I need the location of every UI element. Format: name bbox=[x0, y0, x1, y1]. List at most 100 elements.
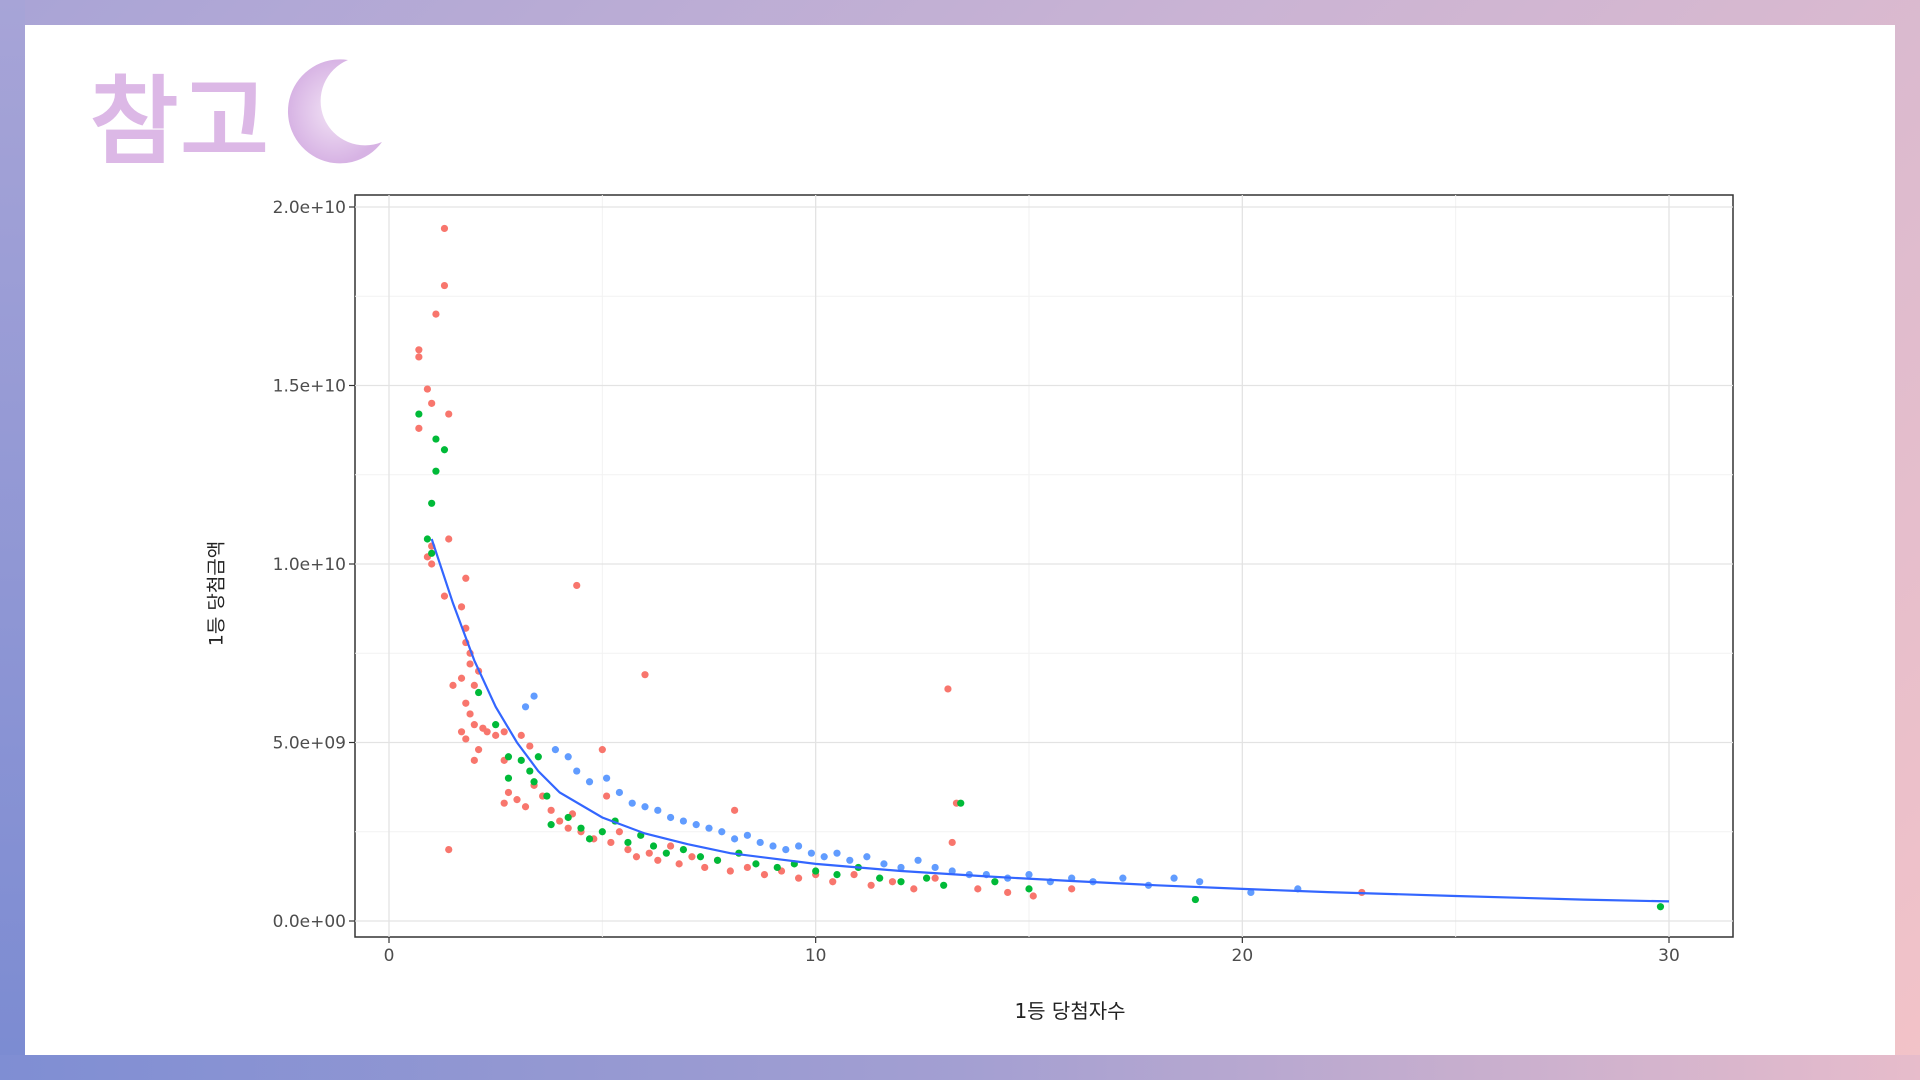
data-point bbox=[991, 878, 999, 886]
data-point bbox=[1029, 892, 1037, 900]
data-point bbox=[654, 806, 662, 814]
data-point bbox=[445, 410, 453, 418]
data-point bbox=[679, 846, 688, 854]
data-point bbox=[457, 603, 466, 611]
data-point bbox=[517, 756, 525, 764]
data-points bbox=[415, 224, 1665, 911]
data-point bbox=[876, 874, 884, 882]
data-point bbox=[829, 878, 837, 886]
data-point bbox=[564, 813, 572, 822]
crescent-moon-icon bbox=[287, 59, 382, 164]
data-point bbox=[641, 671, 649, 679]
data-point bbox=[573, 581, 581, 590]
data-point bbox=[504, 753, 513, 761]
data-point bbox=[1656, 903, 1665, 911]
data-point bbox=[445, 846, 453, 854]
data-point bbox=[1247, 888, 1255, 897]
data-point bbox=[850, 870, 858, 879]
data-point bbox=[1191, 895, 1199, 904]
data-point bbox=[607, 838, 615, 847]
data-point bbox=[470, 756, 478, 764]
data-point bbox=[500, 799, 508, 807]
data-point bbox=[428, 560, 436, 568]
data-point bbox=[530, 778, 538, 786]
y-axis-title: 1등 당첨금액 bbox=[205, 540, 228, 647]
x-tick-label: 10 bbox=[805, 946, 827, 966]
data-point bbox=[462, 699, 470, 707]
data-point bbox=[641, 803, 649, 811]
data-point bbox=[564, 753, 572, 761]
data-point bbox=[466, 660, 474, 668]
y-tick-label: 5.0e+09 bbox=[273, 734, 346, 754]
data-point bbox=[667, 813, 675, 822]
data-point bbox=[428, 399, 436, 407]
data-point bbox=[705, 824, 713, 832]
data-point bbox=[888, 878, 897, 886]
data-point bbox=[1068, 885, 1076, 893]
data-point bbox=[931, 863, 939, 872]
data-point bbox=[415, 346, 423, 354]
data-point bbox=[603, 774, 611, 782]
data-point bbox=[649, 842, 658, 850]
data-point bbox=[1196, 878, 1204, 886]
data-point bbox=[654, 856, 662, 864]
data-point bbox=[551, 746, 560, 754]
data-point bbox=[696, 853, 705, 861]
data-point bbox=[773, 863, 781, 872]
data-point bbox=[573, 767, 581, 775]
data-point bbox=[445, 535, 453, 543]
y-tick-label: 2.0e+10 bbox=[273, 198, 346, 218]
data-point bbox=[624, 846, 632, 854]
data-point bbox=[692, 821, 700, 829]
data-point bbox=[432, 467, 440, 475]
data-point bbox=[713, 856, 722, 864]
y-tick-label: 0.0e+00 bbox=[273, 912, 346, 932]
data-point bbox=[492, 721, 500, 729]
data-point bbox=[615, 788, 624, 797]
data-point bbox=[718, 828, 726, 836]
data-point bbox=[432, 435, 440, 443]
data-point bbox=[423, 535, 431, 543]
data-point bbox=[675, 860, 683, 868]
data-point bbox=[547, 806, 555, 814]
data-point bbox=[910, 885, 918, 893]
data-point bbox=[662, 849, 670, 857]
data-point bbox=[760, 870, 769, 879]
data-point bbox=[428, 499, 436, 507]
scatter-chart: 0 10 20 30 0.0e+00 5.0e+09 1.0e+10 1.5e+10 2.0e… bbox=[273, 194, 1734, 966]
data-point bbox=[500, 728, 508, 736]
data-point bbox=[475, 688, 483, 697]
data-point bbox=[667, 842, 675, 850]
data-point bbox=[743, 863, 752, 872]
data-point bbox=[530, 692, 538, 700]
data-point bbox=[880, 860, 888, 868]
data-point bbox=[585, 835, 594, 843]
data-point bbox=[457, 674, 466, 682]
x-axis-title: 1등 당첨자수 bbox=[1014, 999, 1126, 1023]
data-point bbox=[564, 824, 572, 832]
slide-header: 참고 bbox=[65, 45, 395, 185]
data-point bbox=[440, 446, 449, 454]
data-point bbox=[585, 778, 594, 786]
frame-left-border bbox=[0, 0, 25, 1080]
data-point bbox=[833, 870, 841, 879]
frame-bottom-border bbox=[0, 1055, 1920, 1080]
data-point bbox=[415, 410, 423, 418]
data-point bbox=[475, 746, 483, 754]
data-point bbox=[415, 353, 423, 361]
data-point bbox=[526, 767, 534, 775]
data-point bbox=[624, 838, 632, 847]
data-point bbox=[440, 224, 449, 233]
data-point bbox=[731, 835, 739, 843]
data-point bbox=[462, 574, 470, 582]
data-point bbox=[944, 685, 952, 693]
plot-panel bbox=[354, 194, 1734, 938]
x-tick-label: 0 bbox=[384, 946, 395, 966]
data-point bbox=[645, 849, 653, 857]
data-point bbox=[940, 881, 948, 889]
data-point bbox=[914, 856, 922, 864]
data-point bbox=[504, 774, 513, 782]
data-point bbox=[577, 824, 585, 832]
data-point bbox=[782, 846, 790, 854]
data-point bbox=[628, 799, 636, 807]
